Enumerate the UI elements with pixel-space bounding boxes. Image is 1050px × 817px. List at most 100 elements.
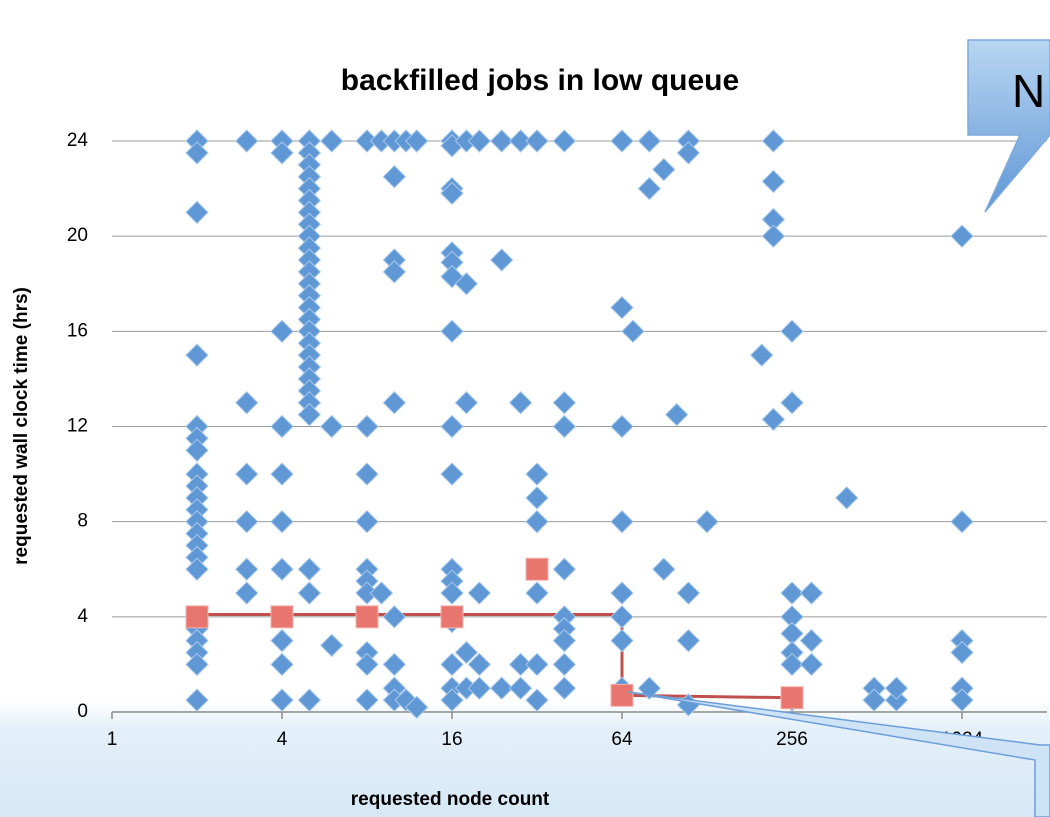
data-point: [467, 581, 492, 605]
y-tick-label: 0: [77, 701, 88, 722]
data-point: [320, 129, 344, 153]
callout-bottom: [627, 691, 1050, 817]
plot-area: 048121620241416642561024: [67, 129, 1047, 750]
data-point: [440, 319, 464, 344]
data-point: [320, 633, 344, 658]
data-point: [525, 652, 549, 677]
data-point: [610, 628, 634, 653]
data-point: [454, 391, 479, 415]
data-point: [270, 509, 294, 534]
data-point: [552, 391, 577, 415]
data-point: [185, 141, 209, 165]
data-point: [676, 141, 701, 165]
data-point: [297, 581, 322, 605]
data-point: [185, 343, 209, 367]
data-point: [799, 628, 824, 653]
data-point: [382, 164, 407, 189]
data-point: [185, 557, 209, 581]
data-point: [610, 414, 634, 439]
data-point: [525, 557, 549, 581]
data-point: [382, 652, 407, 677]
data-point: [185, 652, 209, 677]
data-point: [610, 129, 634, 153]
step-line: [197, 612, 793, 700]
background-band: [0, 700, 1050, 817]
data-point: [552, 628, 577, 653]
data-point: [270, 141, 294, 165]
callouts: N: [627, 39, 1050, 817]
data-point: [780, 686, 804, 710]
data-point: [490, 248, 514, 272]
data-point: [490, 129, 514, 153]
data-point: [454, 272, 479, 296]
data-point: [637, 129, 662, 153]
x-tick-label: 64: [611, 729, 633, 750]
data-point: [508, 129, 533, 153]
data-point: [508, 652, 533, 677]
data-point: [355, 688, 379, 712]
data-point: [761, 224, 786, 248]
data-point: [610, 509, 634, 534]
y-tick-label: 24: [67, 130, 89, 151]
data-point: [552, 676, 577, 700]
data-point: [185, 200, 209, 225]
data-point: [440, 605, 464, 629]
data-point: [355, 605, 379, 629]
data-point: [270, 557, 294, 581]
data-point: [320, 414, 344, 439]
data-point: [355, 652, 379, 677]
data-point: [750, 343, 774, 367]
y-tick-label: 20: [67, 225, 88, 246]
data-point: [185, 438, 209, 462]
data-point: [270, 462, 294, 486]
data-point: [235, 509, 259, 534]
data-point: [884, 688, 909, 712]
y-tick-label: 4: [77, 606, 88, 627]
data-point: [780, 652, 804, 677]
data-point: [467, 652, 492, 677]
data-point: [676, 628, 701, 653]
data-point: [185, 688, 209, 712]
data-point: [950, 224, 974, 248]
data-point: [369, 581, 394, 605]
data-point: [799, 581, 824, 605]
data-point: [467, 129, 492, 153]
data-point: [440, 688, 464, 712]
data-point: [610, 295, 634, 320]
data-point: [780, 319, 804, 344]
data-point: [552, 557, 577, 581]
data-point: [780, 391, 804, 415]
data-point: [525, 581, 549, 605]
data-point: [799, 652, 824, 677]
y-tick-label: 16: [67, 320, 88, 341]
data-point: [297, 402, 322, 427]
data-point: [355, 509, 379, 534]
data-point: [235, 462, 259, 486]
data-point: [525, 129, 549, 153]
data-point: [297, 688, 322, 712]
data-point: [508, 391, 533, 415]
data-point: [440, 581, 464, 605]
data-point: [884, 676, 909, 700]
data-point: [525, 462, 549, 486]
data-point: [382, 391, 407, 415]
data-point: [454, 640, 479, 665]
data-point: [185, 605, 209, 629]
data-point: [405, 129, 429, 153]
data-point: [761, 407, 786, 432]
data-point: [405, 695, 429, 719]
data-point: [297, 557, 322, 581]
data-point: [440, 414, 464, 439]
data-point: [610, 581, 634, 605]
data-point: [652, 157, 676, 182]
data-point: [525, 688, 549, 712]
data-point: [780, 581, 804, 605]
x-axis-label: requested node count: [351, 789, 550, 810]
data-point: [508, 676, 533, 700]
x-tick-label: 16: [441, 729, 462, 750]
y-tick-label: 12: [67, 416, 88, 437]
data-point: [950, 640, 974, 665]
data-point: [355, 462, 379, 486]
data-point: [621, 319, 645, 344]
x-tick-label: 256: [776, 729, 808, 750]
